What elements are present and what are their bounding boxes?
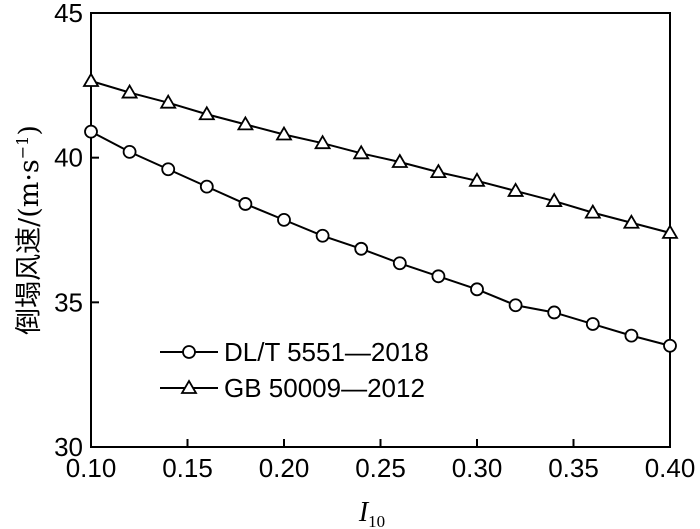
data-point-circle <box>585 317 600 331</box>
data-point-circle <box>663 338 677 353</box>
x-tick-label: 0.10 <box>66 453 117 483</box>
y-tick-label: 45 <box>54 0 83 28</box>
data-point-triangle <box>82 72 100 87</box>
x-tick-label: 0.15 <box>162 453 213 483</box>
y-axis-label-superscript: −1 <box>13 136 32 160</box>
x-tick-label: 0.35 <box>548 453 599 483</box>
legend-marker-circle <box>182 345 196 359</box>
data-point-triangle <box>622 213 640 229</box>
data-point-circle <box>122 144 137 159</box>
data-point-circle <box>199 179 214 194</box>
y-tick-label: 40 <box>54 143 83 173</box>
data-point-triangle <box>429 163 447 179</box>
y-axis-label: 倒塌风速/(m·s−1) <box>13 125 45 335</box>
data-point-circle <box>508 298 523 313</box>
data-point-circle <box>161 162 176 177</box>
data-point-triangle <box>507 182 525 197</box>
data-point-circle <box>431 269 446 284</box>
data-point-circle <box>470 282 484 297</box>
series-layer <box>82 72 679 353</box>
x-tick-label: 0.20 <box>259 453 310 483</box>
y-tick-label: 35 <box>54 287 83 317</box>
data-point-triangle <box>468 172 486 187</box>
legend-label-dlt: DL/T 5551—2018 <box>224 337 429 367</box>
x-tick-label: 0.25 <box>355 453 406 483</box>
legend-marker-triangle <box>180 379 198 394</box>
legend: DL/T 5551—2018 GB 50009—2012 <box>160 337 429 403</box>
data-point-circle <box>547 305 562 320</box>
data-point-circle <box>238 197 253 211</box>
data-point-circle <box>392 256 407 271</box>
data-point-triangle <box>391 153 409 168</box>
data-point-triangle <box>121 83 139 99</box>
legend-item-dlt: DL/T 5551—2018 <box>160 337 429 367</box>
data-point-triangle <box>159 93 177 109</box>
x-axis-label: I10 <box>358 497 385 529</box>
y-tick-label: 30 <box>54 432 83 462</box>
series-line-triangle <box>90 80 671 234</box>
x-tick-label: 0.30 <box>452 453 503 483</box>
data-point-triangle <box>314 134 332 150</box>
data-point-circle <box>315 228 330 243</box>
data-point-triangle <box>545 192 563 207</box>
data-point-circle <box>624 328 639 343</box>
data-point-triangle <box>584 203 602 219</box>
axis-ticks: 0.10 0.15 0.20 0.25 0.30 0.35 0.40 30 35 40 45 <box>54 0 695 483</box>
data-point-circle <box>277 212 291 227</box>
series-line-circle <box>90 130 671 347</box>
data-point-triangle <box>275 125 293 141</box>
legend-item-gb: GB 50009—2012 <box>160 373 425 403</box>
data-point-circle <box>84 124 98 139</box>
data-point-triangle <box>661 224 679 239</box>
data-point-triangle <box>352 144 370 160</box>
legend-label-gb: GB 50009—2012 <box>224 373 425 403</box>
x-axis-label-subscript: 10 <box>368 512 385 529</box>
data-point-triangle <box>236 115 254 131</box>
x-tick-label: 0.40 <box>645 453 696 483</box>
data-point-triangle <box>198 105 216 121</box>
data-point-circle <box>354 241 369 256</box>
